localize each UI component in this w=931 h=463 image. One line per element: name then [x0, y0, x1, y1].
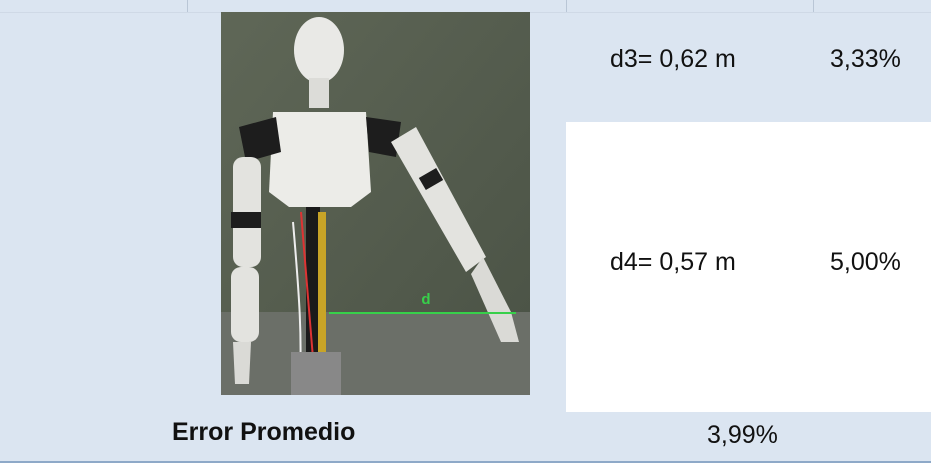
robot-photo: d	[221, 12, 530, 395]
divider	[813, 0, 814, 12]
error: 3,33%	[830, 45, 901, 73]
distance: d4= 0,57 m	[610, 248, 736, 276]
footer-label: Error Promedio	[172, 418, 356, 446]
error: 5,00%	[830, 248, 901, 276]
distance: d3= 0,62 m	[610, 45, 736, 73]
divider	[566, 0, 567, 12]
divider	[187, 0, 188, 12]
measure-label: d	[421, 291, 430, 308]
white-cell	[566, 122, 931, 412]
bottom-border	[0, 461, 931, 463]
footer-value: 3,99%	[707, 421, 778, 449]
